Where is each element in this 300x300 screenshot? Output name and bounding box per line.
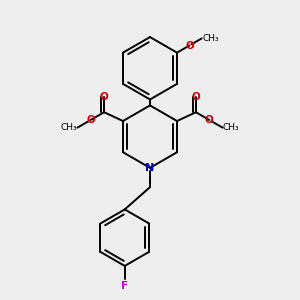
- Text: O: O: [185, 40, 194, 50]
- Text: CH₃: CH₃: [61, 123, 77, 132]
- Text: F: F: [121, 281, 128, 291]
- Text: N: N: [146, 163, 154, 173]
- Text: O: O: [191, 92, 200, 102]
- Text: CH₃: CH₃: [202, 34, 219, 43]
- Text: O: O: [205, 115, 214, 125]
- Text: CH₃: CH₃: [223, 123, 239, 132]
- Text: O: O: [100, 92, 109, 102]
- Text: O: O: [86, 115, 95, 125]
